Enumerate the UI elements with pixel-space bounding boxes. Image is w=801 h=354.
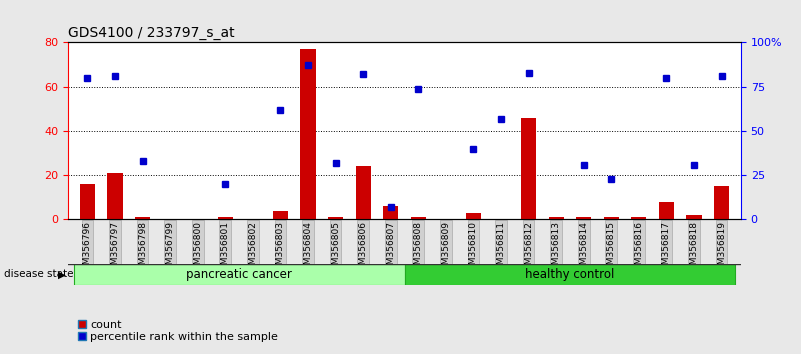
- Text: GDS4100 / 233797_s_at: GDS4100 / 233797_s_at: [68, 26, 235, 40]
- Bar: [686, 215, 702, 219]
- Bar: [218, 217, 233, 219]
- Bar: [604, 217, 619, 219]
- Bar: [466, 213, 481, 219]
- Bar: [300, 49, 316, 219]
- Bar: [411, 217, 426, 219]
- Bar: [74, 264, 405, 285]
- Bar: [521, 118, 536, 219]
- Bar: [549, 217, 564, 219]
- Bar: [576, 217, 591, 219]
- Bar: [405, 264, 735, 285]
- Bar: [714, 186, 729, 219]
- Text: pancreatic cancer: pancreatic cancer: [186, 268, 292, 281]
- Bar: [107, 173, 123, 219]
- Legend: count, percentile rank within the sample: count, percentile rank within the sample: [74, 315, 283, 347]
- Text: ▶: ▶: [58, 269, 66, 279]
- Bar: [273, 211, 288, 219]
- Bar: [659, 202, 674, 219]
- Bar: [631, 217, 646, 219]
- Text: disease state: disease state: [4, 269, 74, 279]
- Bar: [135, 217, 150, 219]
- Bar: [383, 206, 398, 219]
- Bar: [80, 184, 95, 219]
- Text: healthy control: healthy control: [525, 268, 614, 281]
- Bar: [356, 166, 371, 219]
- Bar: [328, 217, 343, 219]
